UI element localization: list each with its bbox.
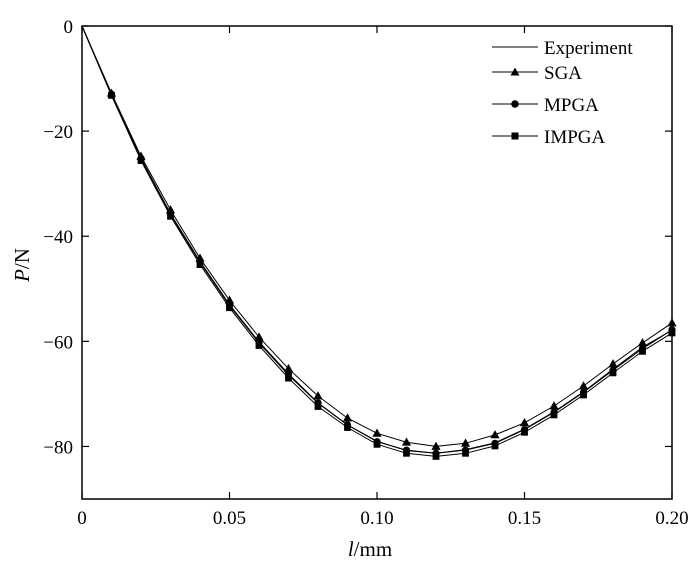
data-point-impga <box>137 157 145 164</box>
data-point-impga <box>167 212 174 220</box>
data-point-sga <box>401 437 412 446</box>
x-tick-label: 0.10 <box>360 508 393 529</box>
data-point-sga <box>460 438 471 447</box>
data-point-impga <box>639 347 646 355</box>
data-point-impga <box>491 442 499 450</box>
legend-item-experiment: Experiment <box>492 38 633 59</box>
data-point-sga <box>490 430 500 439</box>
legend-label-experiment: Experiment <box>544 38 633 59</box>
data-point-sga <box>549 401 559 410</box>
data-point-impga <box>255 342 263 349</box>
y-tick-label: −20 <box>43 122 73 143</box>
data-point-impga <box>108 91 115 99</box>
legend-label-impga: IMPGA <box>544 127 606 148</box>
y-tick-label: −60 <box>43 332 73 353</box>
y-tick-label: −40 <box>43 227 73 248</box>
x-tick-label: 0.20 <box>655 508 688 529</box>
y-tick-label: 0 <box>64 17 74 38</box>
data-point-impga <box>403 449 410 457</box>
y-axis-label-unit: /N <box>10 248 34 269</box>
data-point-sga <box>578 381 589 390</box>
data-point-impga <box>285 374 292 382</box>
data-point-impga <box>432 453 440 460</box>
data-point-sga <box>372 428 382 437</box>
legend-marker-mpga <box>511 100 519 108</box>
legend-label-mpga: MPGA <box>544 95 599 116</box>
y-axis-label-var: P <box>10 269 34 283</box>
data-point-impga <box>314 403 322 410</box>
legend-label-sga: SGA <box>544 63 582 84</box>
data-point-impga <box>580 391 587 399</box>
x-tick-label: 0.05 <box>213 508 246 529</box>
x-tick-label: 0 <box>77 508 87 529</box>
legend-item-mpga: MPGA <box>492 95 599 116</box>
data-point-sga <box>342 413 353 422</box>
data-point-sga <box>637 338 648 347</box>
data-point-impga <box>196 261 204 269</box>
y-tick-label: −80 <box>43 437 73 458</box>
data-point-impga <box>521 428 528 436</box>
x-tick-label: 0.15 <box>508 508 541 529</box>
data-point-impga <box>344 424 351 431</box>
legend-marker-sga <box>510 67 520 76</box>
x-axis-label: l/mm <box>348 537 392 561</box>
data-point-impga <box>373 440 381 448</box>
legend-item-impga: IMPGA <box>492 127 606 148</box>
data-point-impga <box>550 411 558 419</box>
data-point-sga <box>608 359 618 368</box>
series-layer <box>81 25 677 460</box>
data-point-impga <box>609 369 617 377</box>
legend: Experiment SGA MPGA IMPGA <box>492 38 633 148</box>
data-point-sga <box>519 417 530 427</box>
data-point-sga <box>283 363 294 373</box>
data-point-sga <box>313 391 323 400</box>
y-axis-label: P/N <box>10 248 34 283</box>
data-point-sga <box>431 441 441 450</box>
data-point-impga <box>462 449 469 457</box>
legend-item-sga: SGA <box>492 63 582 84</box>
legend-marker-impga <box>511 132 519 140</box>
x-axis-label-unit: /mm <box>354 537 393 561</box>
data-point-impga <box>226 304 233 312</box>
ticks-layer: 0 0.05 0.10 0.15 0.20 0 −20 −40 −60 −80 <box>43 17 688 529</box>
x-axis-label-var: l <box>348 537 354 561</box>
